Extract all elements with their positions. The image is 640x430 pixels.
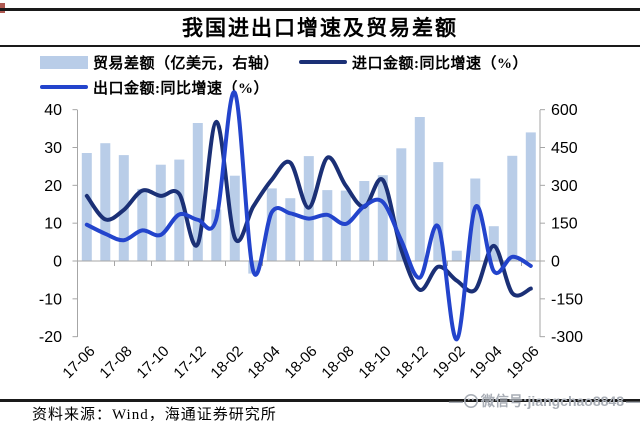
bar-18-04 xyxy=(266,188,277,261)
export-line-swatch xyxy=(40,85,88,89)
svg-text:-10: -10 xyxy=(39,291,62,308)
svg-text:30: 30 xyxy=(44,140,62,157)
svg-text:10: 10 xyxy=(44,216,62,233)
wechat-icon xyxy=(463,394,478,408)
legend-export-label: 出口金额:同比增速（%） xyxy=(93,80,269,97)
bottom-rule xyxy=(0,399,640,402)
bar-17-06 xyxy=(81,153,92,261)
svg-text:18-06: 18-06 xyxy=(281,343,320,382)
legend-import-label: 进口金额:同比增速（%） xyxy=(352,55,529,72)
axes xyxy=(72,109,545,338)
bar-18-09 xyxy=(359,181,370,261)
svg-text:18-12: 18-12 xyxy=(392,343,431,382)
svg-text:0: 0 xyxy=(551,254,560,271)
svg-text:-300: -300 xyxy=(551,329,583,346)
svg-text:0: 0 xyxy=(53,254,62,271)
svg-text:19-04: 19-04 xyxy=(466,343,505,382)
svg-text:17-12: 17-12 xyxy=(170,343,209,382)
bar-19-01 xyxy=(433,162,444,261)
legend-import-group: 进口金额:同比增速（%） xyxy=(299,52,528,73)
svg-text:17-08: 17-08 xyxy=(96,343,135,382)
bar-18-02 xyxy=(229,175,240,261)
svg-text:18-02: 18-02 xyxy=(207,343,246,382)
svg-text:40: 40 xyxy=(44,102,62,119)
export-growth-line xyxy=(84,90,533,342)
bar-18-07 xyxy=(322,190,333,261)
svg-text:-150: -150 xyxy=(551,291,583,308)
svg-text:18-04: 18-04 xyxy=(244,343,283,382)
source-text: 资料来源：Wind，海通证券研究所 xyxy=(32,407,277,423)
top-rule xyxy=(0,8,640,11)
bar-18-11 xyxy=(396,148,407,261)
svg-text:18-10: 18-10 xyxy=(355,343,394,382)
svg-text:17-06: 17-06 xyxy=(59,343,98,382)
bar-19-02 xyxy=(451,250,462,261)
bar-17-09 xyxy=(137,188,148,261)
bar-17-12 xyxy=(192,123,203,261)
chart-title: 我国进出口增速及贸易差额 xyxy=(182,16,458,40)
svg-text:19-06: 19-06 xyxy=(503,343,542,382)
bar-19-04 xyxy=(488,226,499,261)
svg-text:150: 150 xyxy=(551,216,578,233)
svg-text:-20: -20 xyxy=(39,329,62,346)
svg-text:600: 600 xyxy=(551,102,578,119)
bar-17-07 xyxy=(100,143,111,261)
svg-text:18-08: 18-08 xyxy=(318,343,357,382)
title-bottom-rule xyxy=(0,45,640,47)
bar-18-12 xyxy=(414,117,425,261)
svg-text:17-10: 17-10 xyxy=(133,343,172,382)
svg-text:20: 20 xyxy=(44,178,62,195)
legend-trade-balance-label: 贸易差额（亿美元，右轴） xyxy=(93,55,280,72)
legend-row-1: 贸易差额（亿美元，右轴） 进口金额:同比增速（%） xyxy=(40,52,528,72)
bar-19-03 xyxy=(470,178,481,261)
bar-19-05 xyxy=(507,155,518,261)
bar-18-05 xyxy=(285,198,296,261)
trade-balance-bars xyxy=(81,117,536,274)
svg-text:450: 450 xyxy=(551,140,578,157)
watermark-dash-right: — xyxy=(626,393,640,409)
watermark-dash-left: — xyxy=(448,393,463,409)
svg-text:19-02: 19-02 xyxy=(429,343,468,382)
import-growth-line xyxy=(84,119,533,298)
bar-19-06 xyxy=(525,132,536,261)
bar-17-10 xyxy=(155,164,166,261)
trade-balance-bar-swatch xyxy=(40,55,88,69)
svg-text:300: 300 xyxy=(551,178,578,195)
bar-18-10 xyxy=(377,175,388,261)
watermark-label: 微信号:jiangchao8848 xyxy=(480,393,624,409)
bar-18-01 xyxy=(211,209,222,261)
bar-17-11 xyxy=(174,159,185,261)
legend-row-2: 出口金额:同比增速（%） xyxy=(40,77,269,97)
import-line-swatch xyxy=(299,60,348,64)
watermark: — 微信号:jiangchao8848 — xyxy=(448,391,640,411)
